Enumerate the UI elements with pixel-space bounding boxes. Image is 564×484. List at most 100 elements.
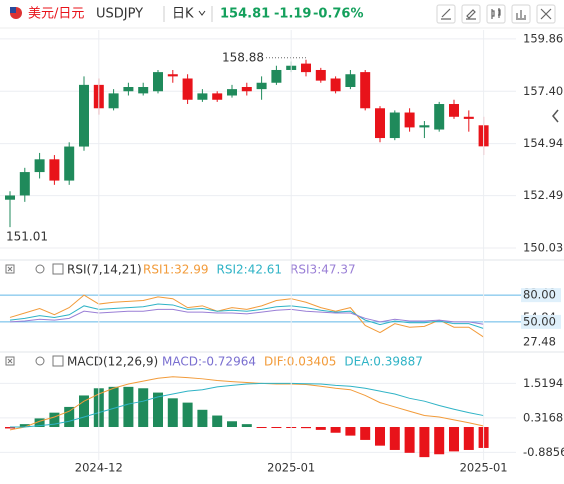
macd-bar xyxy=(212,415,223,428)
macd-bar xyxy=(108,386,119,428)
candle-body xyxy=(182,78,193,100)
candle-body xyxy=(330,78,341,92)
y-tick-label: 0.31689 xyxy=(523,410,564,424)
reference-label-bg xyxy=(521,314,561,329)
candle-body xyxy=(389,112,400,139)
price: 154.81 xyxy=(220,7,270,22)
x-tick-label: 2024-12 xyxy=(75,461,123,475)
macd-bar xyxy=(153,392,163,428)
y-tick-label: 1.51948 xyxy=(523,376,564,390)
tool-button[interactable] xyxy=(486,4,506,24)
y-tick-label: 157.40 xyxy=(523,84,563,98)
expand-icon[interactable] xyxy=(52,263,64,275)
candle-body xyxy=(463,116,474,119)
macd-bar xyxy=(345,427,356,436)
legend-entry: RSI3:47.37 xyxy=(290,263,356,277)
macd-bar xyxy=(419,427,430,458)
candle-body xyxy=(449,104,459,117)
tool-button[interactable] xyxy=(461,4,481,24)
macd-bar xyxy=(138,388,149,428)
macd-bar xyxy=(19,424,30,428)
series-line xyxy=(9,294,484,338)
flag-icon-canton xyxy=(10,7,16,13)
candle-body xyxy=(404,112,415,128)
candle-body xyxy=(167,74,178,77)
candle-body xyxy=(138,87,149,94)
reference-label: 80.00 xyxy=(523,288,556,302)
series-line xyxy=(9,376,484,431)
candle-body xyxy=(271,69,282,83)
tool-button[interactable] xyxy=(536,4,556,24)
tool-icon xyxy=(516,10,526,20)
y-tick-label: 150.03 xyxy=(523,241,563,255)
legend-entry: RSI2:42.61 xyxy=(217,263,283,277)
close-icon[interactable] xyxy=(5,356,15,366)
change: -1.19 xyxy=(274,7,311,22)
macd-bar xyxy=(449,427,459,452)
legend-entry: RSI1:32.99 xyxy=(143,263,209,277)
candle-body xyxy=(153,72,163,92)
x-tick-label: 2025-01 xyxy=(460,461,508,475)
settings-icon[interactable] xyxy=(35,356,45,366)
tool-button[interactable] xyxy=(436,4,456,24)
macd-bar xyxy=(241,424,252,428)
macd-bar xyxy=(463,427,474,450)
x-tick-label: 2025-01 xyxy=(267,461,315,475)
expand-icon[interactable] xyxy=(52,355,64,367)
macd-bar xyxy=(167,398,178,428)
tool-icon xyxy=(466,9,476,20)
macd-bar xyxy=(360,427,371,440)
tool-icon xyxy=(441,8,451,20)
reference-label: 50.00 xyxy=(523,314,556,328)
tool-icon xyxy=(491,8,501,19)
macd-bar xyxy=(227,421,237,428)
period-caret[interactable] xyxy=(198,10,206,16)
macd-bar xyxy=(315,427,326,430)
y-tick-label: 152.49 xyxy=(523,188,563,202)
indicator-title: RSI(7,14,21) xyxy=(67,263,142,277)
candle-body xyxy=(434,104,445,130)
collapse-arrow[interactable] xyxy=(552,109,559,123)
tool-icon xyxy=(540,8,552,20)
y-tick-label: -0.88569 xyxy=(523,445,564,459)
legend-entry: MACD:-0.72964 xyxy=(162,355,256,369)
macd-bar xyxy=(271,427,282,429)
macd-bar xyxy=(301,427,311,429)
candle-body xyxy=(197,93,208,100)
legend-entry: DIF:0.03405 xyxy=(264,355,336,369)
candle-body xyxy=(34,159,45,173)
candle-body xyxy=(241,87,252,92)
candle-body xyxy=(212,93,223,100)
y-tick-label: 159.86 xyxy=(523,31,563,45)
macd-bar xyxy=(197,409,208,428)
macd-bar xyxy=(49,412,60,428)
period[interactable]: 日K xyxy=(172,7,194,22)
macd-bar xyxy=(389,427,400,450)
macd-bar xyxy=(123,386,134,428)
close-icon[interactable] xyxy=(5,264,15,274)
macd-bar xyxy=(34,418,45,428)
macd-bar xyxy=(256,427,267,429)
series-line xyxy=(9,308,484,325)
candle-body xyxy=(5,195,15,200)
macd-bar xyxy=(434,427,445,455)
candle-body xyxy=(345,74,356,87)
candle-body xyxy=(301,63,311,73)
change-pct: -0.76% xyxy=(313,7,364,22)
candle-body xyxy=(49,159,60,181)
settings-icon[interactable] xyxy=(35,264,45,274)
candle-body xyxy=(419,125,430,128)
high-label: 158.88 xyxy=(222,50,264,64)
macd-bar xyxy=(79,395,89,428)
candle-body xyxy=(108,93,119,109)
tool-button[interactable] xyxy=(511,4,531,24)
reference-label-bg xyxy=(521,288,561,303)
macd-bar xyxy=(330,427,341,433)
macd-bar xyxy=(375,427,385,446)
candle-body xyxy=(256,82,267,90)
indicator-title: MACD(12,26,9) xyxy=(67,355,158,369)
macd-bar xyxy=(5,427,15,429)
candle-body xyxy=(360,72,371,109)
